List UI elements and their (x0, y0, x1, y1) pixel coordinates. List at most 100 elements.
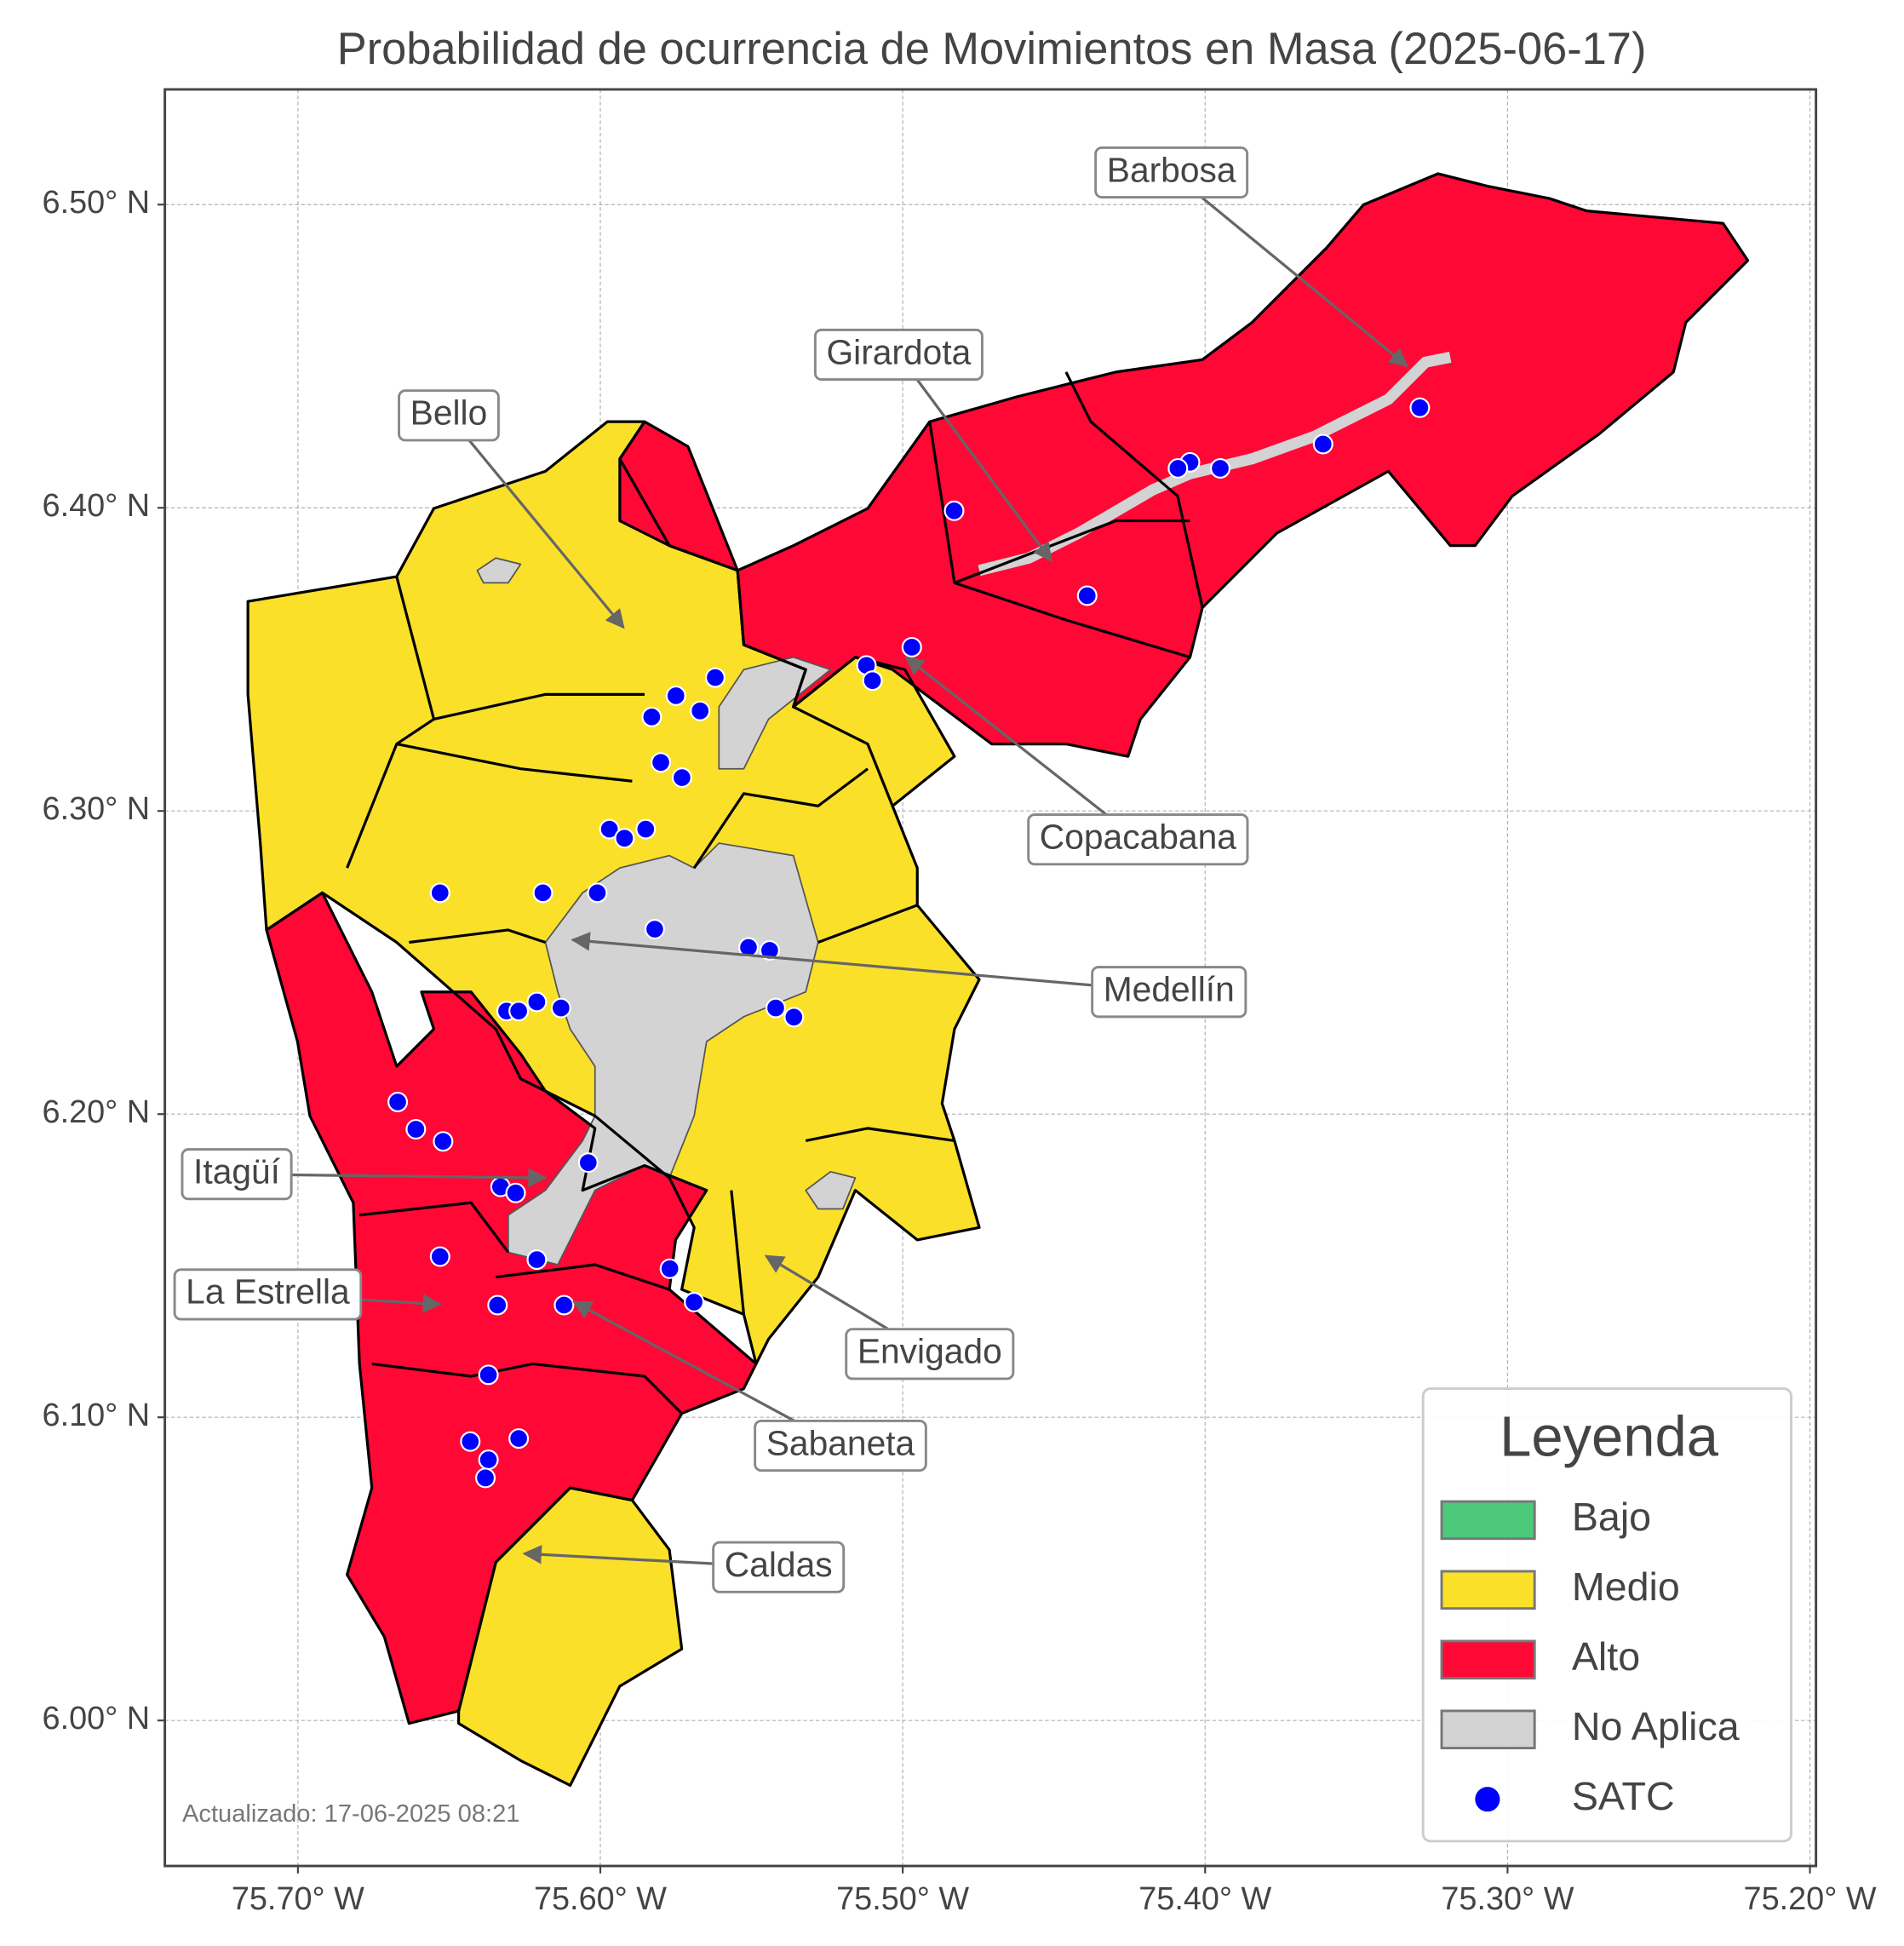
x-tick-label: 75.30° W (1441, 1881, 1574, 1917)
annotation-arrow (904, 656, 1139, 841)
region-no-aplica-east (805, 1170, 857, 1210)
annotation-box (845, 1328, 1015, 1381)
satc-station (487, 1294, 508, 1316)
satc-station (405, 1118, 427, 1140)
boundary-line (792, 705, 894, 807)
annotation-arrow (447, 414, 625, 629)
annotation-box (1091, 966, 1247, 1019)
region-no-aplica-lake (476, 557, 522, 584)
satc-station (429, 882, 450, 904)
annotation: Girardota (813, 328, 984, 382)
annotation-label: Envigado (857, 1332, 1002, 1371)
annotation-box (181, 1148, 293, 1201)
satc-station (659, 1258, 680, 1279)
boundary-line (730, 1190, 746, 1315)
map-title: Probabilidad de ocurrencia de Movimiento… (337, 25, 1647, 74)
legend-swatch (1440, 1639, 1536, 1680)
boundary-line (954, 519, 1190, 584)
satc-station (1409, 397, 1431, 418)
satc-station (599, 818, 620, 840)
boundary-line (817, 904, 918, 944)
legend-label: Medio (1572, 1564, 1680, 1609)
annotation-box (813, 328, 984, 382)
satc-station (526, 1249, 548, 1271)
annotation: Envigado (845, 1328, 1015, 1381)
annotation-label: Sabaneta (766, 1423, 915, 1462)
x-tick-label: 75.70° W (232, 1881, 364, 1917)
region-no-aplica-north (718, 656, 832, 770)
y-tick-label: 6.20° N (43, 1094, 151, 1130)
legend-marker (1475, 1787, 1500, 1812)
satc-station (665, 685, 686, 706)
annotation-box (1027, 813, 1249, 866)
satc-station (943, 500, 965, 521)
satc-station (587, 882, 608, 904)
boundary-line (928, 421, 1190, 659)
satc-station (759, 939, 780, 961)
annotation: Bello (398, 389, 500, 442)
annotation: Caldas (712, 1541, 846, 1593)
annotation-box (754, 1419, 927, 1472)
satc-station (429, 1246, 450, 1267)
satc-station (684, 1291, 705, 1312)
legend-swatch (1440, 1709, 1536, 1750)
annotation-label: Caldas (725, 1545, 833, 1584)
satc-station (475, 1467, 496, 1489)
annotation: Medellín (1091, 966, 1247, 1019)
satc-station (765, 997, 786, 1019)
x-tick-label: 75.60° W (534, 1881, 667, 1917)
legend-swatch (1440, 1570, 1536, 1610)
annotation-label: Barbosa (1107, 150, 1236, 189)
annotation-box (173, 1268, 363, 1321)
annotation-label: Girardota (826, 332, 971, 371)
annotation-arrow (898, 353, 1052, 562)
outer-boundary (457, 1486, 684, 1788)
annotation: Copacabana (1027, 813, 1249, 866)
annotation-label: Itagüí (193, 1152, 281, 1191)
legend-label: SATC (1572, 1774, 1675, 1818)
y-tick-label: 6.50° N (43, 185, 151, 221)
satc-station (644, 919, 665, 940)
annotation-box (712, 1541, 846, 1593)
y-tick-label: 6.10° N (43, 1398, 151, 1433)
boundary-line (496, 1263, 670, 1291)
satc-station (460, 1431, 481, 1452)
satc-station (651, 752, 672, 773)
annotation-arrow (571, 932, 1169, 994)
satc-station (1167, 457, 1189, 479)
legend-label: Alto (1572, 1634, 1640, 1679)
satc-station (553, 1294, 575, 1316)
boundary-line (805, 1127, 955, 1143)
satc-station (478, 1449, 499, 1471)
satc-station (704, 667, 725, 688)
boundary-line (358, 1201, 510, 1254)
annotation-box (398, 389, 500, 442)
satc-station (671, 767, 692, 789)
boundary-line (692, 767, 869, 870)
legend-swatch (1440, 1500, 1536, 1541)
annotation-label: La Estrella (186, 1272, 350, 1312)
boundary-line (409, 928, 547, 944)
satc-station (508, 1428, 530, 1449)
satc-station (532, 882, 553, 904)
annotation-label: Medellín (1104, 970, 1235, 1009)
x-tick-label: 75.50° W (836, 1881, 969, 1917)
boundary-line (396, 743, 633, 783)
boundary-line (1064, 371, 1204, 608)
annotation-label: Bello (410, 393, 488, 433)
satc-station (862, 670, 883, 692)
x-tick-label: 75.40° W (1138, 1881, 1271, 1917)
outer-boundary (246, 420, 981, 1366)
satc-station (478, 1364, 499, 1386)
annotation: Itagüí (181, 1148, 293, 1201)
satc-station (641, 706, 662, 727)
satc-station (550, 997, 571, 1019)
satc-station (738, 937, 760, 958)
y-tick-label: 6.00° N (43, 1701, 151, 1736)
satc-station (505, 1182, 526, 1203)
annotation: Barbosa (1094, 146, 1249, 199)
y-tick-label: 6.30° N (43, 791, 151, 827)
annotations: Barbosa Girardota Bello Copacabana Medellín I… (173, 146, 1408, 1593)
legend: Leyenda Bajo Medio Alto No Aplica SATC (1421, 1387, 1792, 1843)
